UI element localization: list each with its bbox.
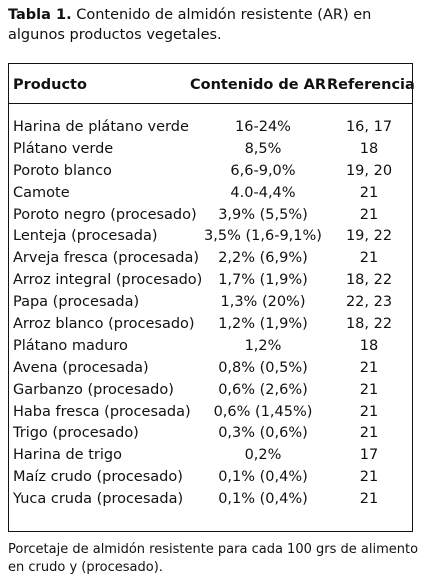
content-cell: 3,9% (5,5%) xyxy=(218,206,308,223)
starch-table: Producto Contenido de AR Referencia Hari… xyxy=(8,63,415,532)
product-cell: Harina de trigo xyxy=(13,447,122,464)
product-cell: Avena (procesada) xyxy=(13,359,149,376)
product-cell: Yuca cruda (procesada) xyxy=(13,491,184,508)
content-cell: 0,1% (0,4%) xyxy=(218,469,308,486)
reference-cell: 16, 17 xyxy=(345,119,393,135)
reference-cell: 21 xyxy=(359,206,379,223)
table-row: Arveja fresca (procesada) 2,2% (6,9%) 21 xyxy=(9,248,412,270)
product-cell: Poroto blanco xyxy=(13,162,112,179)
product-cell: Trigo (procesado) xyxy=(13,425,139,442)
reference-cell: 21 xyxy=(359,359,379,376)
table-body: Harina de plátano verde 16-24% 16, 17 Pláta… xyxy=(9,117,412,511)
reference-cell: 21 xyxy=(359,381,379,398)
header-reference: Referencia xyxy=(327,77,415,93)
table-row: Camote 4.0-4,4% 21 xyxy=(9,183,412,205)
header-divider xyxy=(9,103,412,104)
content-cell: 6,6-9,0% xyxy=(230,162,296,179)
reference-cell: 18 xyxy=(359,337,379,354)
content-cell: 2,2% (6,9%) xyxy=(218,250,308,267)
reference-cell: 21 xyxy=(359,184,379,201)
reference-cell: 21 xyxy=(359,250,379,267)
content-cell: 0,6% (2,6%) xyxy=(218,381,308,398)
table-header-row: Producto Contenido de AR Referencia xyxy=(9,73,415,97)
content-cell: 1,2% xyxy=(244,337,282,354)
table-row: Plátano maduro 1,2% 18 xyxy=(9,336,412,358)
reference-cell: 22, 23 xyxy=(345,294,393,311)
reference-cell: 21 xyxy=(359,403,379,420)
caption-label: Tabla 1. xyxy=(8,7,72,23)
table-row: Lenteja (procesada) 3,5% (1,6-9,1%) 19, 22 xyxy=(9,226,412,248)
product-cell: Plátano verde xyxy=(13,140,114,157)
reference-cell: 18 xyxy=(359,140,379,157)
reference-cell: 17 xyxy=(359,447,379,464)
product-cell: Garbanzo (procesado) xyxy=(13,381,174,398)
product-cell: Arroz integral (procesado) xyxy=(13,272,203,289)
reference-cell: 21 xyxy=(359,425,379,442)
content-cell: 16-24% xyxy=(235,119,291,135)
table-row: Trigo (procesado) 0,3% (0,6%) 21 xyxy=(9,423,412,445)
content-cell: 0,3% (0,6%) xyxy=(218,425,308,442)
reference-cell: 19, 20 xyxy=(345,162,393,179)
reference-cell: 18, 22 xyxy=(345,316,393,333)
content-cell: 3,5% (1,6-9,1%) xyxy=(204,228,322,245)
product-cell: Lenteja (procesada) xyxy=(13,228,158,245)
table-row: Harina de trigo 0,2% 17 xyxy=(9,445,412,467)
content-cell: 1,3% (20%) xyxy=(220,294,306,311)
header-content: Contenido de AR xyxy=(190,77,327,93)
table-row: Avena (procesada) 0,8% (0,5%) 21 xyxy=(9,358,412,380)
content-cell: 1,2% (1,9%) xyxy=(218,316,308,333)
content-cell: 4.0-4,4% xyxy=(230,184,296,201)
product-cell: Arroz blanco (procesado) xyxy=(13,316,195,333)
product-cell: Arveja fresca (procesada) xyxy=(13,250,200,267)
product-cell: Maíz crudo (procesado) xyxy=(13,469,183,486)
content-cell: 1,7% (1,9%) xyxy=(218,272,308,289)
reference-cell: 19, 22 xyxy=(345,228,393,245)
table-row: Maíz crudo (procesado) 0,1% (0,4%) 21 xyxy=(9,467,412,489)
table-row: Garbanzo (procesado) 0,6% (2,6%) 21 xyxy=(9,380,412,402)
table-footnote: Porcetaje de almidón resistente para cad… xyxy=(8,542,419,575)
table-row: Poroto blanco 6,6-9,0% 19, 20 xyxy=(9,161,412,183)
reference-cell: 21 xyxy=(359,491,379,508)
product-cell: Harina de plátano verde xyxy=(13,119,189,135)
product-cell: Camote xyxy=(13,184,70,201)
table-row: Poroto negro (procesado) 3,9% (5,5%) 21 xyxy=(9,205,412,227)
table-row: Arroz integral (procesado) 1,7% (1,9%) 18,… xyxy=(9,270,412,292)
product-cell: Haba fresca (procesada) xyxy=(13,403,191,420)
product-cell: Papa (procesada) xyxy=(13,294,140,311)
table-row: Arroz blanco (procesado) 1,2% (1,9%) 18, 2… xyxy=(9,314,412,336)
header-product: Producto xyxy=(13,77,87,93)
caption-text: Contenido de almidón resistente (AR) en … xyxy=(8,7,372,43)
table-row: Plátano verde 8,5% 18 xyxy=(9,139,412,161)
table-row: Harina de plátano verde 16-24% 16, 17 xyxy=(9,117,412,139)
table-caption: Tabla 1. Contenido de almidón resistente… xyxy=(8,5,423,45)
product-cell: Poroto negro (procesado) xyxy=(13,206,197,223)
reference-cell: 18, 22 xyxy=(345,272,393,289)
product-cell: Plátano maduro xyxy=(13,337,128,354)
table-row: Haba fresca (procesada) 0,6% (1,45%) 21 xyxy=(9,402,412,424)
reference-cell: 21 xyxy=(359,469,379,486)
content-cell: 0,6% (1,45%) xyxy=(213,403,313,420)
table-row: Papa (procesada) 1,3% (20%) 22, 23 xyxy=(9,292,412,314)
content-cell: 0,2% xyxy=(244,447,282,464)
table-row: Yuca cruda (procesada) 0,1% (0,4%) 21 xyxy=(9,489,412,511)
content-cell: 8,5% xyxy=(244,140,282,157)
content-cell: 0,8% (0,5%) xyxy=(218,359,308,376)
content-cell: 0,1% (0,4%) xyxy=(218,491,308,508)
